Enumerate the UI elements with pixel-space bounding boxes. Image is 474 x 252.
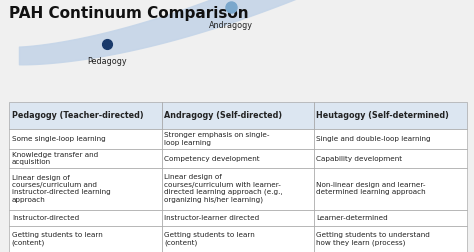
- Bar: [9, 149, 162, 168]
- Text: Single and double-loop learning: Single and double-loop learning: [317, 136, 431, 142]
- Bar: [162, 168, 314, 210]
- Text: Capability development: Capability development: [317, 156, 402, 162]
- Text: Some single-loop learning: Some single-loop learning: [12, 136, 106, 142]
- Text: Competency development: Competency development: [164, 156, 260, 162]
- Text: Linear design of
courses/curriculum with learner-
directed learning approach (e.: Linear design of courses/curriculum with…: [164, 174, 283, 203]
- Text: Pedagogy (Teacher-directed): Pedagogy (Teacher-directed): [12, 111, 144, 120]
- Bar: [9, 226, 162, 252]
- Text: Non-linear design and learner-
determined learning approach: Non-linear design and learner- determine…: [317, 182, 426, 196]
- Bar: [314, 149, 467, 168]
- Bar: [9, 129, 162, 149]
- Bar: [9, 168, 162, 210]
- Bar: [162, 210, 314, 226]
- Text: Knowledge transfer and
acquisition: Knowledge transfer and acquisition: [12, 152, 98, 165]
- Bar: [162, 129, 314, 149]
- Text: Andragogy (Self-directed): Andragogy (Self-directed): [164, 111, 283, 120]
- Text: PAH Continuum Comparison: PAH Continuum Comparison: [9, 6, 249, 21]
- Text: Getting students to learn
(content): Getting students to learn (content): [164, 232, 255, 246]
- Bar: [9, 210, 162, 226]
- Bar: [314, 102, 467, 129]
- Text: Getting students to understand
how they learn (process): Getting students to understand how they …: [317, 232, 430, 246]
- Bar: [314, 168, 467, 210]
- Text: Instructor-directed: Instructor-directed: [12, 215, 79, 221]
- Bar: [314, 226, 467, 252]
- Bar: [9, 102, 162, 129]
- Text: Linear design of
courses/curriculum and
instructor-directed learning
approach: Linear design of courses/curriculum and …: [12, 175, 110, 203]
- Bar: [314, 210, 467, 226]
- Text: Pedagogy: Pedagogy: [87, 57, 127, 67]
- Text: Learner-determined: Learner-determined: [317, 215, 388, 221]
- Bar: [314, 129, 467, 149]
- Text: Instructor-learner directed: Instructor-learner directed: [164, 215, 259, 221]
- Text: Andragogy: Andragogy: [209, 21, 253, 30]
- Text: Stronger emphasis on single-
loop learning: Stronger emphasis on single- loop learni…: [164, 133, 270, 146]
- Text: Heutagogy (Self-determined): Heutagogy (Self-determined): [317, 111, 449, 120]
- Bar: [162, 149, 314, 168]
- Bar: [162, 226, 314, 252]
- Bar: [162, 102, 314, 129]
- Text: Getting students to learn
(content): Getting students to learn (content): [12, 232, 102, 246]
